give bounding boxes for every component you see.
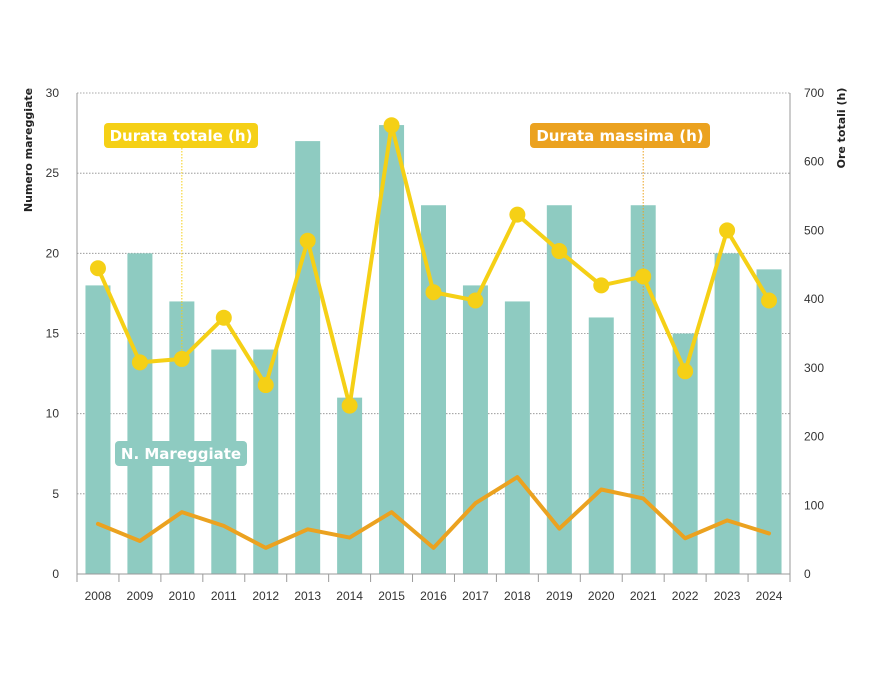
grid-lines <box>77 92 790 495</box>
x-tick-label-2017: 2017 <box>462 589 489 603</box>
bar-2019 <box>546 205 572 574</box>
point-durata-totale-2008 <box>89 260 106 277</box>
x-tick-label-2022: 2022 <box>672 589 699 603</box>
y-right-tick-label: 300 <box>804 361 824 375</box>
y-right-tick-label: 0 <box>804 567 811 581</box>
label-durata-totale: Durata totale (h) <box>104 123 258 148</box>
x-tick-label-2010: 2010 <box>169 589 196 603</box>
line-durata-massima <box>95 475 772 550</box>
x-tick-label-2008: 2008 <box>85 589 112 603</box>
y-left-tick-label: 15 <box>46 327 60 341</box>
point-durata-totale-2022 <box>677 363 694 380</box>
y-right-tick-label: 500 <box>804 223 824 237</box>
x-tick-label-2020: 2020 <box>588 589 615 603</box>
x-tick-label-2015: 2015 <box>378 589 405 603</box>
point-durata-totale-2018 <box>509 206 526 223</box>
label-durata-totale-bg <box>104 123 258 148</box>
bar-2009 <box>127 253 153 575</box>
y-right-tick-label: 600 <box>804 155 824 169</box>
x-ticks: 2008 2009 2010 2011 2012 2013 2014 2015 2016 2017… <box>85 589 783 603</box>
label-n-mareggiate-text: N. Mareggiate <box>121 445 241 463</box>
label-n-mareggiate-bg <box>115 441 247 466</box>
lines <box>89 117 778 550</box>
point-durata-totale-2024 <box>761 292 778 309</box>
y-right-tick-label: 400 <box>804 292 824 306</box>
label-durata-totale-text: Durata totale (h) <box>110 127 253 145</box>
point-durata-totale-2010 <box>173 350 190 367</box>
point-durata-totale-2023 <box>719 222 736 239</box>
x-tick-label-2019: 2019 <box>546 589 573 603</box>
point-durata-totale-2021 <box>635 268 652 285</box>
bar-2008 <box>85 285 111 574</box>
y-right-tick-label: 200 <box>804 430 824 444</box>
x-tick-label-2016: 2016 <box>420 589 447 603</box>
label-n-mareggiate: N. Mareggiate <box>115 441 247 466</box>
x-tick-label-2024: 2024 <box>756 589 783 603</box>
x-tick-label-2011: 2011 <box>211 589 237 603</box>
x-tick-label-2009: 2009 <box>127 589 154 603</box>
y-right-ticks: 0 100 200 300 400 500 600 700 <box>804 86 824 581</box>
point-durata-totale-2020 <box>593 277 610 294</box>
point-durata-totale-2015 <box>383 117 400 134</box>
x-tick-label-2018: 2018 <box>504 589 531 603</box>
point-durata-totale-2017 <box>467 292 484 309</box>
x-tick-label-2023: 2023 <box>714 589 741 603</box>
x-tick-label-2013: 2013 <box>294 589 321 603</box>
label-leaders <box>181 148 644 495</box>
point-durata-totale-2016 <box>425 284 442 301</box>
y-right-tick-label: 100 <box>804 498 824 512</box>
bar-2024 <box>756 269 782 574</box>
label-durata-massima-bg <box>530 123 710 148</box>
label-durata-massima-text: Durata massima (h) <box>536 127 703 145</box>
y-left-ticks: 0 5 10 15 20 25 30 <box>46 86 60 581</box>
point-durata-totale-2009 <box>131 354 148 371</box>
point-durata-totale-2012 <box>257 377 274 394</box>
bar-2013 <box>295 141 321 574</box>
y-left-tick-label: 0 <box>52 567 59 581</box>
y-left-tick-label: 30 <box>46 86 60 100</box>
bar-2010 <box>169 301 195 574</box>
bar-2017 <box>462 285 488 574</box>
x-tick-label-2021: 2021 <box>630 589 657 603</box>
y-right-title: Ore totali (h) <box>835 88 848 169</box>
bar-2015 <box>379 125 405 575</box>
point-durata-totale-2019 <box>551 243 568 260</box>
point-durata-totale-2011 <box>215 309 232 326</box>
label-durata-massima: Durata massima (h) <box>530 123 710 148</box>
bar-2021 <box>630 205 656 574</box>
point-durata-totale-2013 <box>299 232 316 249</box>
y-left-tick-label: 5 <box>52 487 59 501</box>
y-left-tick-label: 10 <box>46 407 60 421</box>
y-left-tick-label: 20 <box>46 246 60 260</box>
y-left-tick-label: 25 <box>46 166 60 180</box>
y-right-tick-label: 700 <box>804 86 824 100</box>
bar-2018 <box>504 301 530 574</box>
point-durata-totale-2014 <box>341 397 358 414</box>
axes <box>76 93 791 582</box>
bar-2014 <box>337 397 363 574</box>
bar-2020 <box>588 317 614 574</box>
y-left-title: Numero mareggiate <box>22 88 35 212</box>
x-tick-label-2012: 2012 <box>252 589 279 603</box>
x-tick-label-2014: 2014 <box>336 589 363 603</box>
